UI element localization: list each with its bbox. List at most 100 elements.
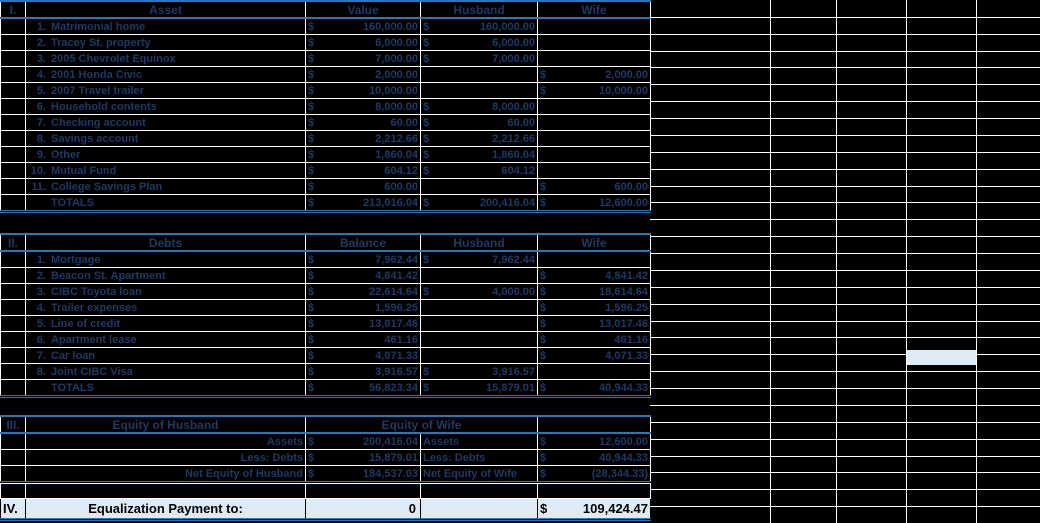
equity-husband-label[interactable]: Less: Debts: [25, 449, 306, 466]
row-margin-cell[interactable]: [0, 17, 26, 35]
value-cell[interactable]: $7,000.00: [305, 50, 421, 67]
row-label-cell[interactable]: 5. Line of credit: [25, 315, 306, 332]
husband-cell[interactable]: [420, 267, 538, 284]
row-label-cell[interactable]: 8. Joint CIBC Visa: [25, 363, 306, 380]
row-margin-cell[interactable]: [0, 66, 26, 83]
assets-header-husband[interactable]: Husband: [420, 0, 538, 19]
row-label-cell[interactable]: 5. 2007 Travel trailer: [25, 82, 306, 99]
equity-header-husband[interactable]: Equity of Husband: [25, 415, 306, 434]
value-cell[interactable]: $13,017.46: [305, 315, 421, 332]
wife-cell[interactable]: [537, 162, 651, 179]
equity-header-wife[interactable]: Equity of Wife: [304, 415, 539, 434]
debts-header-husband[interactable]: Husband: [420, 233, 538, 252]
totals-value-cell[interactable]: $213,016.04: [305, 194, 421, 213]
value-cell[interactable]: $8,000.00: [305, 98, 421, 115]
value-cell[interactable]: $7,962.44: [305, 250, 421, 268]
row-margin-cell[interactable]: [0, 50, 26, 67]
row-label-cell[interactable]: 3. 2005 Chevrolet Equinox: [25, 50, 306, 67]
value-cell[interactable]: $22,614.64: [305, 283, 421, 300]
value-cell[interactable]: $600.00: [305, 178, 421, 195]
equity-wife-label[interactable]: Assets: [419, 432, 539, 450]
assets-header-wife[interactable]: Wife: [537, 0, 651, 19]
equalization-wife-cell[interactable]: $109,424.47: [537, 498, 651, 521]
row-label-cell[interactable]: 2. Tracey St. property: [25, 34, 306, 51]
husband-cell[interactable]: [420, 347, 538, 364]
husband-cell[interactable]: [420, 178, 538, 195]
husband-cell[interactable]: $1,860.04: [420, 146, 538, 163]
equity-wife-label[interactable]: Net Equity of Wife: [419, 465, 539, 484]
wife-cell[interactable]: $461.16: [537, 331, 651, 348]
equity-husband-value-cell[interactable]: $200,416.04: [305, 432, 421, 450]
totals-label-cell[interactable]: TOTALS: [25, 379, 306, 398]
wife-cell[interactable]: [537, 130, 651, 147]
debts-header-wife[interactable]: Wife: [537, 233, 651, 252]
husband-cell[interactable]: $4,000.00: [420, 283, 538, 300]
row-margin-cell[interactable]: [0, 98, 26, 115]
row-label-cell[interactable]: 7. Car loan: [25, 347, 306, 364]
wife-cell[interactable]: $2,000.00: [537, 66, 651, 83]
row-label-cell[interactable]: 6. Household contents: [25, 98, 306, 115]
husband-cell[interactable]: $8,000.00: [420, 98, 538, 115]
spacer-cell[interactable]: [305, 483, 421, 499]
equity-husband-value-cell[interactable]: $184,537.03: [305, 465, 421, 484]
row-margin-cell[interactable]: [0, 299, 26, 316]
row-margin-cell[interactable]: [0, 114, 26, 131]
wife-cell[interactable]: [537, 114, 651, 131]
husband-cell[interactable]: $7,000.00: [420, 50, 538, 67]
section-iii-numeral[interactable]: III.: [0, 415, 26, 434]
equity-wife-value-cell[interactable]: $12,600.00: [537, 432, 652, 450]
assets-header-value[interactable]: Value: [305, 0, 421, 19]
husband-cell[interactable]: $3,916.57: [420, 363, 538, 380]
row-margin-cell[interactable]: [0, 178, 26, 195]
wife-cell[interactable]: [537, 34, 651, 51]
row-margin-cell[interactable]: [0, 162, 26, 179]
row-margin-cell[interactable]: [0, 250, 26, 268]
row-margin-cell[interactable]: [0, 363, 26, 380]
row-margin-cell[interactable]: [0, 146, 26, 163]
row-margin-cell[interactable]: [0, 267, 26, 284]
row-label-cell[interactable]: 1. Mortgage: [25, 250, 306, 268]
husband-cell[interactable]: [420, 299, 538, 316]
row-margin-cell[interactable]: [0, 315, 26, 332]
totals-label-cell[interactable]: TOTALS: [25, 194, 306, 213]
value-cell[interactable]: $2,000.00: [305, 66, 421, 83]
row-label-cell[interactable]: 6. Apartment lease: [25, 331, 306, 348]
equity-wife-label[interactable]: Less: Debts: [419, 449, 539, 466]
row-margin-cell[interactable]: [0, 449, 26, 466]
husband-cell[interactable]: [420, 315, 538, 332]
row-label-cell[interactable]: 4. Trailer expenses: [25, 299, 306, 316]
equity-husband-label[interactable]: Assets: [25, 432, 306, 450]
row-label-cell[interactable]: 8. Savings account: [25, 130, 306, 147]
section-iv-numeral[interactable]: IV.: [0, 498, 26, 521]
value-cell[interactable]: $3,916.57: [305, 363, 421, 380]
husband-cell[interactable]: $6,000.00: [420, 34, 538, 51]
totals-wife-cell[interactable]: $12,600.00: [537, 194, 651, 213]
row-margin-cell[interactable]: [0, 82, 26, 99]
husband-cell[interactable]: [420, 66, 538, 83]
row-margin-cell[interactable]: [0, 283, 26, 300]
highlighted-cell[interactable]: [907, 350, 976, 365]
wife-cell[interactable]: $10,000.00: [537, 82, 651, 99]
wife-cell[interactable]: $1,596.25: [537, 299, 651, 316]
totals-husband-cell[interactable]: $15,879.01: [420, 379, 538, 398]
spacer-cell[interactable]: [420, 483, 538, 499]
equity-husband-value-cell[interactable]: $15,879.01: [305, 449, 421, 466]
row-label-cell[interactable]: 10. Mutual Fund: [25, 162, 306, 179]
row-label-cell[interactable]: 11. College Savings Plan: [25, 178, 306, 195]
equalization-label[interactable]: Equalization Payment to:: [25, 498, 306, 521]
value-cell[interactable]: $10,000.00: [305, 82, 421, 99]
wife-cell[interactable]: $18,614.64: [537, 283, 651, 300]
debts-header-balance[interactable]: Balance: [305, 233, 421, 252]
value-cell[interactable]: $6,000.00: [305, 34, 421, 51]
row-margin-cell[interactable]: [0, 130, 26, 147]
wife-cell[interactable]: [537, 250, 651, 268]
value-cell[interactable]: $4,841.42: [305, 267, 421, 284]
row-margin-cell[interactable]: [0, 194, 26, 213]
row-label-cell[interactable]: 2. Beacon St. Apartment: [25, 267, 306, 284]
value-cell[interactable]: $1,596.25: [305, 299, 421, 316]
spacer-cell[interactable]: [0, 483, 26, 499]
equalization-husband-cell[interactable]: 0: [305, 498, 421, 521]
spacer-cell[interactable]: [25, 483, 306, 499]
row-label-cell[interactable]: 9. Other: [25, 146, 306, 163]
assets-header-name[interactable]: Asset: [25, 0, 306, 19]
